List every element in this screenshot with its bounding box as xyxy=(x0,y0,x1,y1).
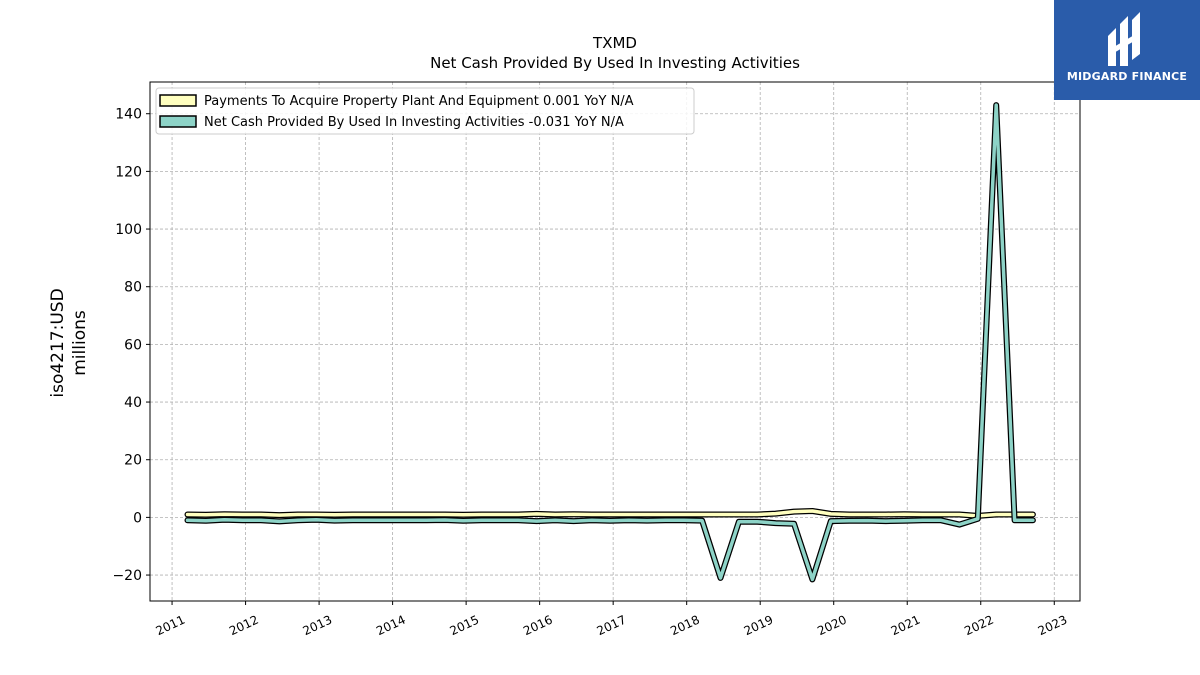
y-tick-label: 80 xyxy=(124,280,142,296)
y-tick-label: −20 xyxy=(112,568,142,584)
midgard-finance-logo: MIDGARD FINANCE xyxy=(1054,0,1200,100)
logo-text: MIDGARD FINANCE xyxy=(1066,70,1188,83)
x-tick-label: 2016 xyxy=(521,613,555,639)
plot-area-frame xyxy=(149,81,1081,602)
midgard-logo-icon xyxy=(1108,12,1140,66)
legend-frame xyxy=(155,87,695,135)
x-tick-label: 2018 xyxy=(668,613,702,639)
legend-swatch-investing xyxy=(159,115,197,128)
y-tick-label: 60 xyxy=(124,337,142,353)
legend: Payments To Acquire Property Plant And E… xyxy=(155,87,695,135)
y-tick-label: 140 xyxy=(115,107,142,123)
axis-ticks: −20 0 20 40 60 80 100 120 140 2011 2012 2013 2014 201… xyxy=(112,107,1069,638)
legend-label-ppe: Payments To Acquire Property Plant And E… xyxy=(204,94,634,109)
x-tick-label: 2015 xyxy=(448,613,482,639)
legend-label-investing: Net Cash Provided By Used In Investing A… xyxy=(204,115,624,130)
x-tick-label: 2022 xyxy=(962,613,996,639)
x-tick-label: 2011 xyxy=(154,613,188,639)
chart-subtitle: Net Cash Provided By Used In Investing A… xyxy=(430,54,800,72)
y-tick-label: 120 xyxy=(115,164,142,180)
y-tick-label: 0 xyxy=(133,510,142,526)
y-tick-label: 40 xyxy=(124,395,142,411)
series-outline-1 xyxy=(184,102,1036,583)
x-tick-label: 2023 xyxy=(1036,613,1070,639)
x-tick-label: 2012 xyxy=(227,613,261,639)
x-tick-label: 2021 xyxy=(889,613,923,639)
series-lines xyxy=(184,102,1036,583)
x-tick-label: 2014 xyxy=(374,613,408,639)
x-tick-label: 2019 xyxy=(742,613,776,639)
x-tick-label: 2013 xyxy=(301,613,335,639)
x-tick-label: 2020 xyxy=(815,613,849,639)
series-line-1 xyxy=(185,103,1035,582)
y-axis-label-scale: millions xyxy=(70,310,90,376)
x-tick-label: 2017 xyxy=(595,613,629,639)
series-line-0 xyxy=(185,509,1035,518)
chart-title: TXMD xyxy=(592,34,637,52)
y-tick-label: 100 xyxy=(115,222,142,238)
legend-swatch-ppe xyxy=(159,94,197,107)
y-axis-label-units: iso4217:USD xyxy=(48,288,68,397)
y-tick-label: 20 xyxy=(124,453,142,469)
